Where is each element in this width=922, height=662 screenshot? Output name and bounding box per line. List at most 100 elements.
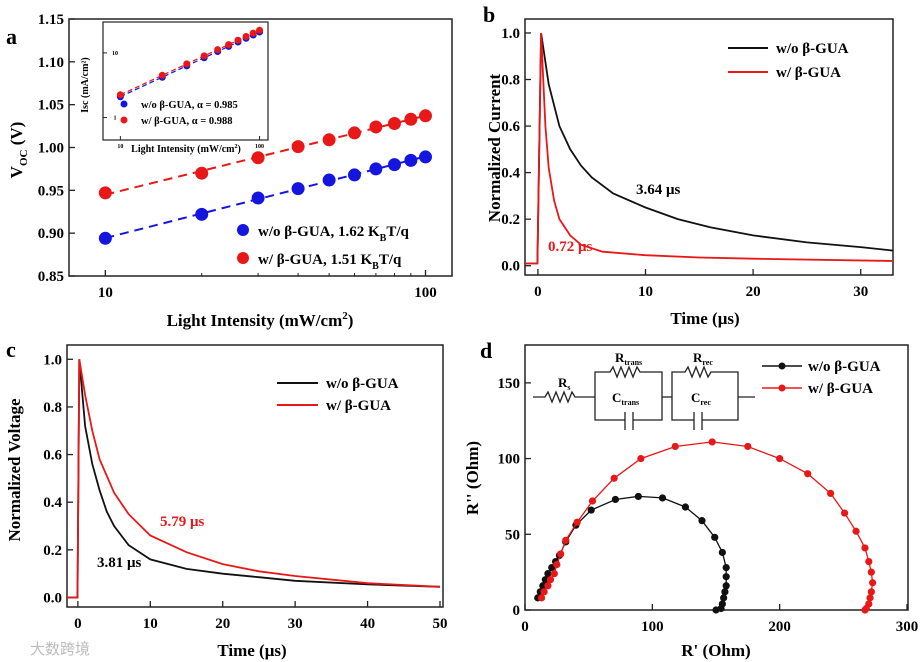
- a-ytick-label: 0.90: [38, 226, 64, 242]
- d-point-1: [557, 550, 565, 558]
- a-legend-marker-w: [237, 252, 249, 264]
- a-point-1: [291, 140, 305, 154]
- a-ytick-label: 0.95: [38, 183, 64, 199]
- inset-legend-w: w/ β-GUA, α = 0.988: [141, 116, 232, 127]
- panel-d-label: d: [480, 338, 492, 363]
- inset-point-1: [256, 26, 264, 34]
- watermark: 大数跨境: [30, 640, 90, 658]
- a-point-0: [322, 173, 336, 187]
- c-ytick-label: 0.4: [43, 495, 62, 511]
- d-point-0: [698, 517, 706, 525]
- wire: [671, 397, 694, 421]
- rs-resistor-icon: [533, 390, 595, 404]
- d-point-1: [573, 518, 581, 526]
- c-annotation-w: 5.79 μs: [160, 514, 205, 530]
- d-point-0: [722, 564, 730, 572]
- a-point-0: [98, 231, 112, 245]
- a-point-0: [291, 182, 305, 196]
- a-ytick-label: 1.00: [38, 141, 64, 157]
- d-curve-0: [537, 495, 727, 611]
- d-point-0: [720, 594, 728, 602]
- a-ylabel: VOC (V): [7, 122, 30, 179]
- d-point-1: [550, 570, 558, 578]
- circuit-rs-label: Rs: [558, 375, 571, 392]
- a-point-1: [387, 117, 401, 131]
- wire: [594, 397, 625, 421]
- d-point-1: [546, 576, 555, 584]
- b-ytick-label: 0.4: [501, 166, 520, 182]
- d-point-1: [866, 594, 874, 602]
- d-point-1: [540, 588, 548, 596]
- d-point-1: [776, 454, 784, 463]
- a-point-1: [195, 166, 209, 180]
- a-legend-w: w/ β-GUA, 1.51 KBT/q: [258, 252, 402, 272]
- d-ylabel: R'' (Ohm): [463, 441, 482, 515]
- d-ytick-label: 0: [513, 603, 521, 619]
- a-point-0: [387, 158, 401, 172]
- d-point-1: [537, 594, 546, 602]
- inset-ylabel: Isc (mA/cm²): [80, 57, 91, 112]
- a-point-0: [369, 162, 383, 176]
- inset-xtick-label: 100: [255, 144, 264, 150]
- inset-legend-marker-wo: [120, 100, 128, 108]
- a-point-0: [347, 168, 361, 182]
- d-point-1: [544, 582, 552, 590]
- b-xlabel: Time (μs): [670, 309, 739, 328]
- circuit-crec-label: Crec: [691, 390, 711, 407]
- d-legend-marker-wo: [778, 362, 786, 370]
- c-xtick-label: 40: [360, 616, 375, 632]
- c-xlabel: Time (μs): [217, 641, 286, 660]
- d-legend-wo: w/o β-GUA: [808, 359, 881, 375]
- d-ytick-label: 50: [505, 527, 520, 543]
- b-ytick-label: 0.0: [501, 259, 520, 275]
- inset-legend-marker-w: [120, 116, 128, 124]
- d-point-0: [681, 503, 690, 511]
- rrec-resistor-icon: [671, 365, 739, 421]
- inset-point-1: [214, 46, 222, 54]
- inset-point-1: [183, 60, 191, 68]
- inset-legend: w/o β-GUA, α = 0.985 w/ β-GUA, α = 0.988: [120, 100, 238, 127]
- inset-ytick-label: 1: [114, 116, 117, 122]
- d-point-0: [712, 606, 720, 614]
- c-curve-0: [67, 359, 441, 599]
- inset-point-1: [116, 91, 124, 99]
- a-xtick-label: 10: [98, 285, 113, 301]
- d-point-0: [658, 494, 667, 502]
- d-point-1: [865, 557, 873, 566]
- d-point-0: [722, 582, 730, 590]
- a-ytick-label: 0.85: [38, 269, 64, 285]
- a-ytick-label: 1.15: [38, 12, 64, 28]
- a-point-1: [347, 126, 361, 140]
- c-ytick-label: 0.0: [43, 590, 62, 606]
- c-ytick-label: 0.8: [43, 400, 62, 416]
- inset-fit-line-0: [120, 31, 260, 98]
- b-ytick-label: 0.2: [501, 212, 520, 228]
- d-point-1: [869, 579, 877, 587]
- panel-a-label: a: [6, 24, 17, 49]
- inset-ytick-label: 10: [112, 51, 118, 57]
- a-xtick-label: 100: [414, 285, 437, 301]
- a-ytick-label: 1.10: [38, 55, 64, 71]
- inset-xlabel: Light Intensity (mW/cm2): [131, 144, 241, 155]
- d-xtick-label: 100: [641, 619, 664, 635]
- c-xtick-label: 50: [433, 616, 448, 632]
- d-curve-1: [540, 441, 874, 611]
- c-xtick-label: 0: [74, 616, 82, 632]
- c-xtick-label: 20: [215, 616, 230, 632]
- d-point-0: [711, 533, 719, 541]
- c-plot-frame: [66, 344, 444, 608]
- c-curve-1: [67, 359, 441, 599]
- c-legend-w: w/ β-GUA: [326, 398, 391, 414]
- c-xtick-label: 10: [143, 616, 158, 632]
- d-point-0: [539, 582, 547, 590]
- b-ytick-label: 0.6: [501, 119, 520, 135]
- d-point-1: [610, 474, 618, 482]
- b-annotation-w: 0.72 μs: [548, 239, 593, 255]
- d-ytick-label: 100: [498, 452, 521, 468]
- d-xlabel: R' (Ohm): [681, 641, 750, 660]
- inset-point-1: [225, 41, 233, 49]
- d-point-1: [861, 606, 869, 614]
- d-point-1: [867, 568, 875, 576]
- a-point-1: [322, 133, 336, 147]
